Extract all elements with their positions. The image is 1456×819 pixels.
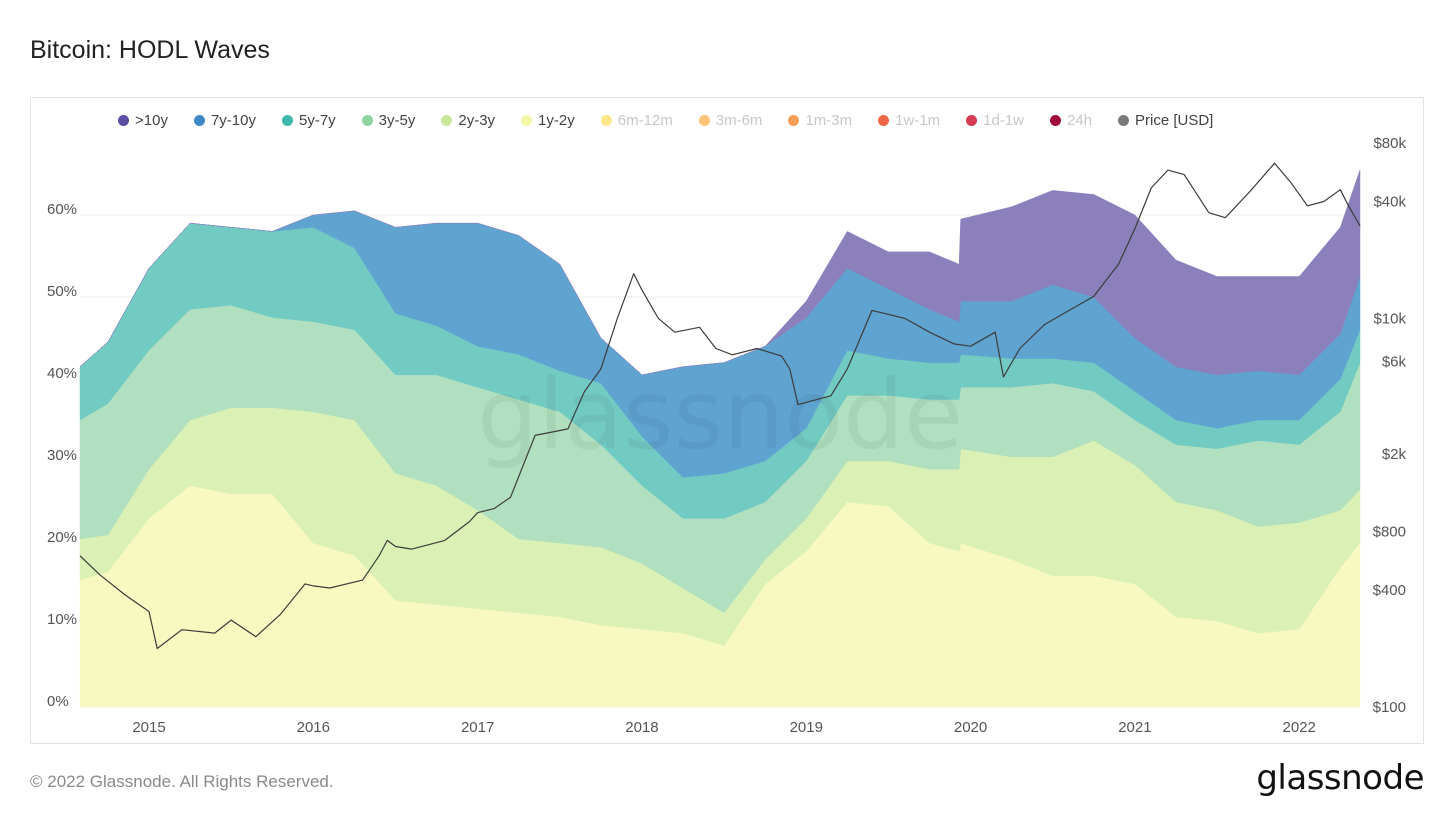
legend-label: 1w-1m xyxy=(895,111,941,129)
copyright: © 2022 Glassnode. All Rights Reserved. xyxy=(30,772,334,791)
y-tick-label: 20% xyxy=(47,529,77,546)
legend-label: 3y-5y xyxy=(378,111,416,129)
legend-item[interactable]: Price [USD] xyxy=(1118,112,1213,129)
price-tick-label: $40k xyxy=(1373,193,1406,210)
legend-dot-icon xyxy=(698,114,710,126)
legend-dot-icon xyxy=(966,114,978,126)
legend-dot-icon xyxy=(361,114,373,126)
price-tick-label: $80k xyxy=(1373,135,1406,152)
legend-item[interactable]: 24h xyxy=(1049,111,1092,129)
legend-dot-icon xyxy=(521,114,533,126)
legend-label: >10y xyxy=(135,111,168,129)
legend-dot-icon xyxy=(1118,114,1129,126)
legend-item[interactable]: 7y-10y xyxy=(193,111,256,129)
glassnode-logo[interactable]: glassnode xyxy=(1256,758,1424,798)
legend-label: 1d-1w xyxy=(983,111,1024,129)
legend-item[interactable]: 6m-12m xyxy=(600,111,673,129)
y-axis-left: 0% 10% 20% 30% 40% 50% 60% xyxy=(47,201,77,710)
legend-label: 7y-10y xyxy=(210,111,256,129)
legend-label: 24h xyxy=(1066,111,1092,129)
legend-item[interactable]: 3y-5y xyxy=(361,111,416,129)
x-tick-label: 2019 xyxy=(790,719,823,736)
x-tick-label: 2022 xyxy=(1283,719,1316,736)
watermark: glassnode xyxy=(477,359,963,471)
legend-dot-icon xyxy=(441,114,453,126)
legend: >10y 7y-10y 5y-7y 3y-5y 2y-3y 1y-2y 6m-12m 3m-6… xyxy=(118,109,1239,131)
x-tick-label: 2020 xyxy=(954,719,987,736)
legend-item[interactable]: 1y-2y xyxy=(521,112,575,129)
y-axis-right: $100 $400 $800 $2k $6k $10k $40k $80k xyxy=(1373,135,1407,716)
x-tick-label: 2015 xyxy=(132,719,165,736)
legend-item[interactable]: 1m-3m xyxy=(788,112,852,129)
x-axis: 2015 2016 2017 2018 2019 2020 2021 2022 xyxy=(132,719,1316,736)
price-tick-label: $6k xyxy=(1382,354,1407,371)
y-tick-label: 10% xyxy=(47,611,77,628)
legend-label: 5y-7y xyxy=(298,111,336,129)
y-tick-label: 0% xyxy=(47,693,69,710)
legend-label: 2y-3y xyxy=(458,111,496,129)
chart-title: Bitcoin: HODL Waves xyxy=(30,36,270,64)
price-tick-label: $100 xyxy=(1373,699,1406,716)
price-tick-label: $400 xyxy=(1373,582,1406,599)
legend-item[interactable]: 5y-7y xyxy=(281,111,336,129)
legend-item[interactable]: 3m-6m xyxy=(698,111,763,129)
y-tick-label: 60% xyxy=(47,201,77,218)
legend-dot-icon xyxy=(600,114,612,126)
price-tick-label: $2k xyxy=(1382,446,1407,463)
legend-dot-icon xyxy=(788,114,800,126)
legend-dot-icon xyxy=(878,114,890,126)
x-tick-label: 2018 xyxy=(625,719,658,736)
stacked-areas xyxy=(79,169,1361,708)
legend-label: 1m-3m xyxy=(805,111,853,129)
price-line xyxy=(79,162,1361,650)
legend-item[interactable]: 1w-1m xyxy=(878,112,940,129)
x-tick-label: 2016 xyxy=(297,719,330,736)
legend-item[interactable]: 2y-3y xyxy=(441,112,495,129)
chart-frame xyxy=(30,97,1424,744)
area-gt10y xyxy=(79,169,1361,376)
y-tick-label: 40% xyxy=(47,365,77,382)
legend-label: 3m-6m xyxy=(715,111,763,129)
legend-dot-icon xyxy=(193,114,205,126)
legend-item[interactable]: 1d-1w xyxy=(966,112,1024,129)
legend-dot-icon xyxy=(281,114,293,126)
price-tick-label: $800 xyxy=(1373,524,1406,541)
legend-item[interactable]: >10y xyxy=(118,112,168,129)
legend-dot-icon xyxy=(118,114,129,126)
legend-label: 6m-12m xyxy=(617,111,673,129)
legend-label: Price [USD] xyxy=(1135,111,1214,129)
x-tick-label: 2021 xyxy=(1118,719,1151,736)
y-tick-label: 30% xyxy=(47,447,77,464)
y-tick-label: 50% xyxy=(47,283,77,300)
x-tick-label: 2017 xyxy=(461,719,494,736)
price-tick-label: $10k xyxy=(1373,310,1406,327)
legend-dot-icon xyxy=(1049,114,1061,126)
legend-label: 1y-2y xyxy=(538,111,575,129)
